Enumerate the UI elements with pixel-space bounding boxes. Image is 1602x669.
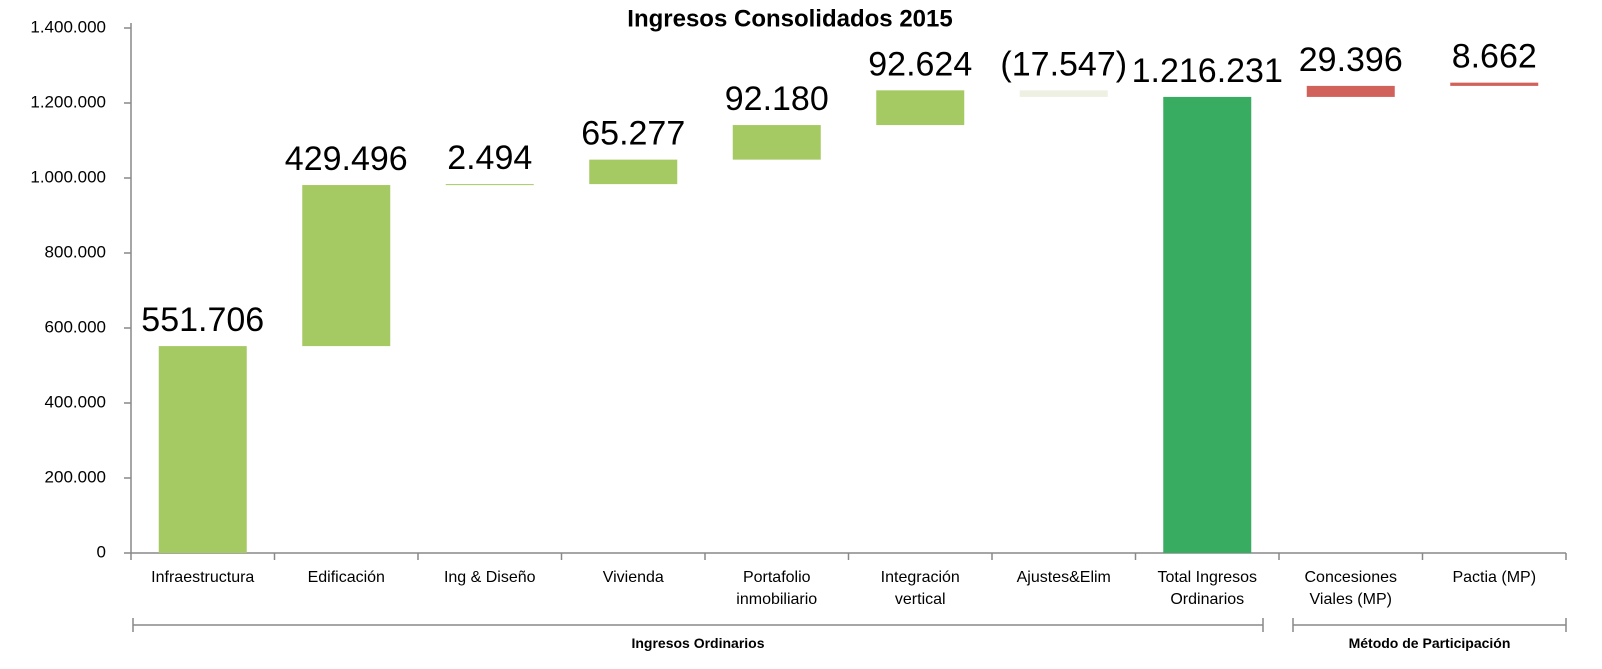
bar <box>158 346 247 553</box>
bar <box>1019 90 1108 97</box>
y-tick-label: 800.000 <box>45 242 106 261</box>
x-tick-label: Total Ingresos Ordinarios <box>1157 569 1258 608</box>
group-label: Método de Participación <box>1348 635 1511 651</box>
x-tick-label: Pactia (MP) <box>1452 569 1537 586</box>
x-tick-label: Edificación <box>307 569 385 586</box>
x-tick-label: Integración vertical <box>880 569 960 608</box>
y-tick-label: 400.000 <box>45 392 106 411</box>
bar <box>1450 82 1539 86</box>
value-label: 92.180 <box>725 80 829 118</box>
x-tick-label: Infraestructura <box>151 569 255 586</box>
x-tick-label: Ing & Diseño <box>443 569 536 586</box>
chart-title: Ingresos Consolidados 2015 <box>627 5 952 32</box>
bar <box>876 90 965 126</box>
x-tick-label: Vivienda <box>602 569 664 586</box>
value-label: 551.706 <box>141 301 264 339</box>
value-label: 65.277 <box>581 115 685 153</box>
bar <box>1306 85 1395 97</box>
y-tick-label: 1.000.000 <box>30 167 106 186</box>
y-tick-label: 1.400.000 <box>30 17 106 36</box>
x-tick-label: Portafolio inmobiliario <box>736 569 818 608</box>
bar <box>1163 96 1252 553</box>
value-label: (17.547) <box>1000 45 1127 83</box>
value-label: 8.662 <box>1452 38 1537 76</box>
bar <box>445 184 534 186</box>
value-label: 429.496 <box>285 140 408 178</box>
x-tick-label: Concesiones Viales (MP) <box>1304 569 1398 608</box>
value-label: 29.396 <box>1299 41 1403 79</box>
bar <box>732 125 821 160</box>
y-tick-label: 0 <box>97 542 106 561</box>
bar <box>302 185 391 347</box>
value-label: 2.494 <box>447 139 532 177</box>
x-tick-label: Ajustes&Elim <box>1016 569 1111 586</box>
group-label: Ingresos Ordinarios <box>631 635 765 651</box>
y-tick-label: 200.000 <box>45 467 106 486</box>
bar <box>589 159 678 185</box>
y-tick-label: 1.200.000 <box>30 92 106 111</box>
y-tick-label: 600.000 <box>45 317 106 336</box>
value-label: 1.216.231 <box>1132 52 1283 90</box>
value-label: 92.624 <box>868 45 972 83</box>
